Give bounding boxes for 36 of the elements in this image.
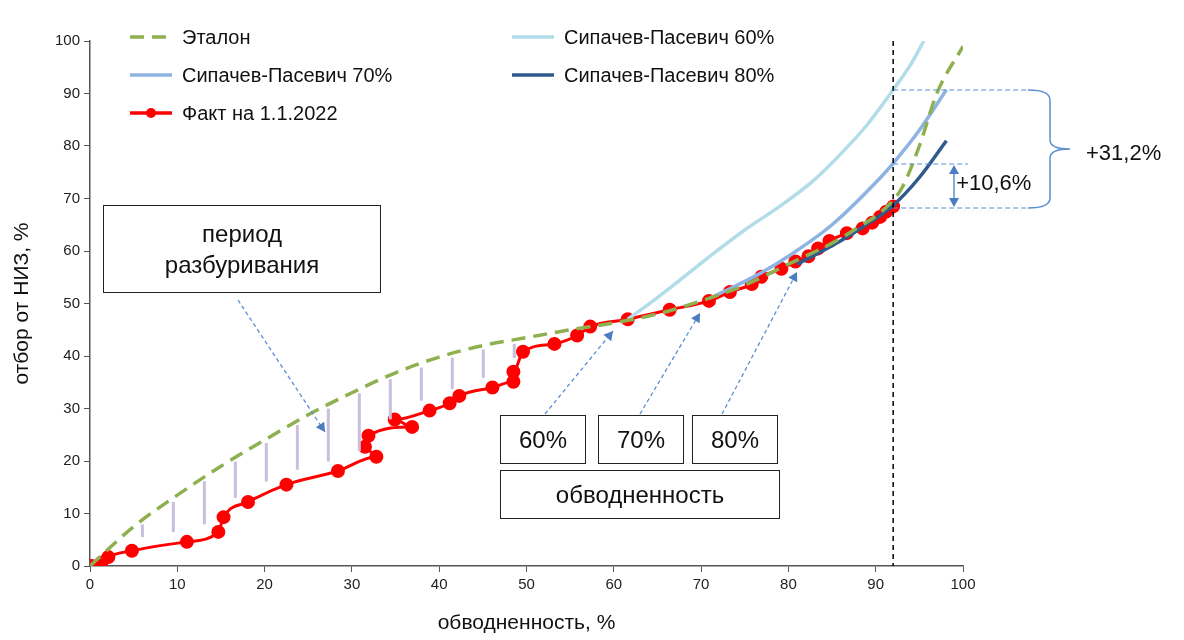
legend-label: Эталон [182, 25, 251, 49]
annotation: +10,6% [956, 169, 1032, 196]
text-box: 70% [598, 415, 684, 464]
y-tick-label: 70 [63, 188, 80, 206]
y-tick-label: 90 [63, 83, 80, 101]
y-tick-label: 60 [63, 241, 80, 259]
text-box: период разбуривания [103, 205, 381, 293]
legend-label: Сипачев-Пасевич 70% [182, 63, 393, 87]
x-tick-label: 70 [692, 575, 710, 593]
x-tick-label: 0 [85, 575, 95, 593]
y-tick-label: 20 [63, 451, 80, 469]
x-tick-label: 50 [518, 575, 535, 593]
text-box: 60% [500, 415, 586, 464]
x-tick-label: 90 [867, 575, 885, 593]
y-tick-label: 100 [54, 31, 80, 49]
y-tick-label: 40 [63, 346, 80, 364]
y-tick-label: 80 [63, 136, 80, 154]
text-box: обводненность [500, 470, 780, 519]
x-tick-label: 10 [168, 575, 186, 593]
text: +31,2% [1086, 140, 1162, 166]
x-tick-label: 40 [430, 575, 448, 593]
x-tick-label: 80 [780, 575, 797, 593]
y-tick-label: 50 [63, 293, 80, 311]
legend-label: Сипачев-Пасевич 80% [564, 63, 775, 87]
y-tick-label: 10 [63, 503, 80, 521]
x-axis-title: обводненность, % [437, 610, 616, 634]
x-tick-label: 100 [950, 575, 976, 593]
x-tick-label: 60 [605, 575, 623, 593]
legend-label: Факт на 1.1.2022 [182, 101, 338, 125]
y-axis-title: отбор от НИЗ, % [9, 222, 33, 385]
y-tick-label: 0 [71, 556, 80, 574]
y-tick-label: 30 [63, 398, 80, 416]
text-box: 80% [692, 415, 778, 464]
x-tick-label: 30 [343, 575, 361, 593]
legend-label: Сипачев-Пасевич 60% [564, 25, 775, 49]
x-tick-label: 20 [256, 575, 273, 593]
